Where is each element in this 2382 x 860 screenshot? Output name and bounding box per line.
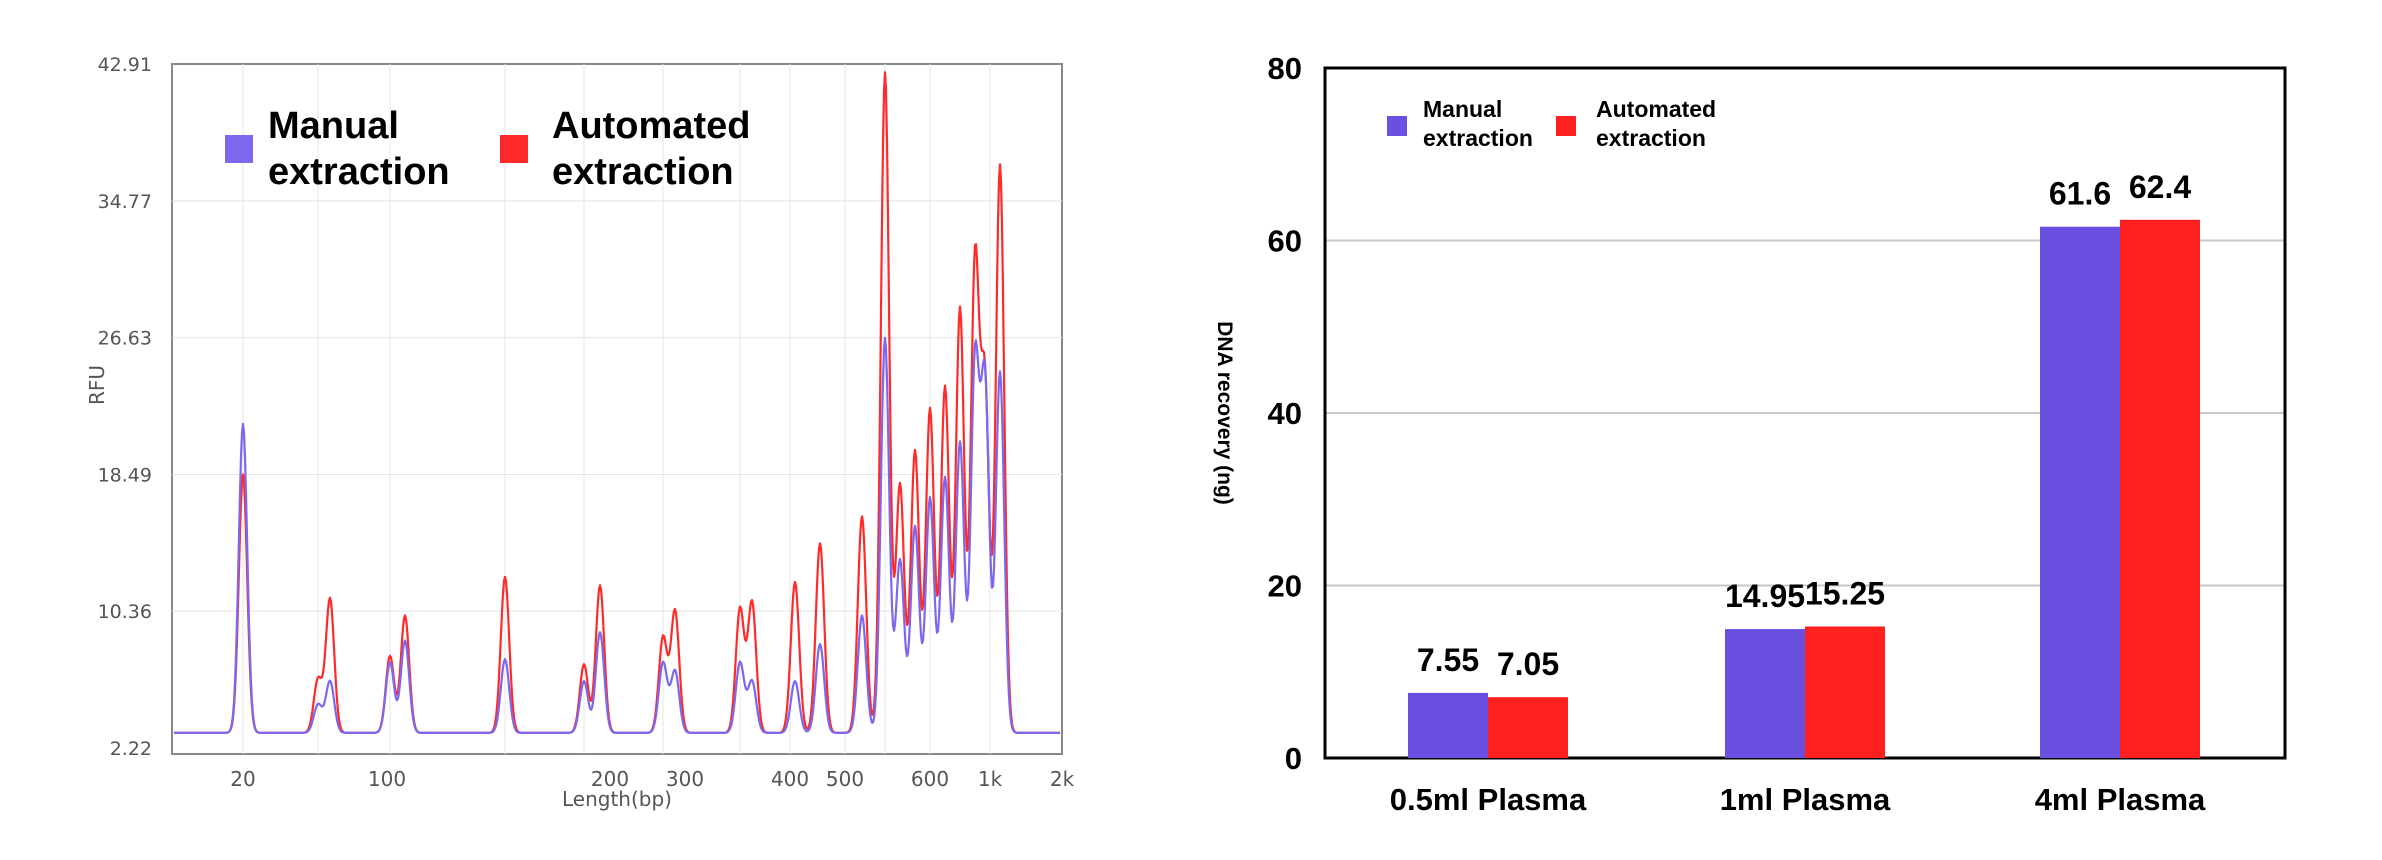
dna-recovery-bar-chart: 80 60 40 20 0 DNA recovery (ng) 7.55 7.05 0.5m… [1213, 51, 2287, 817]
left-x-tick: 500 [826, 767, 864, 791]
left-x-tick: 200 [591, 767, 629, 791]
bar-value-label: 61.6 [2049, 176, 2111, 212]
legend-automated-line1: Automated [1596, 96, 1716, 122]
right-y-tick: 20 [1268, 569, 1302, 604]
category-label: 0.5ml Plasma [1390, 782, 1587, 817]
legend-swatch-manual [225, 135, 253, 163]
left-plot-area [171, 63, 1063, 755]
legend-automated-line2: extraction [552, 151, 734, 193]
left-y-tick: 2.22 [110, 738, 152, 760]
left-y-tick: 18.49 [98, 465, 152, 487]
right-y-tick-labels: 80 60 40 20 0 [1268, 51, 1302, 776]
legend-swatch-automated [1556, 116, 1576, 136]
bar-automated [1488, 697, 1568, 758]
left-y-tick: 42.91 [98, 54, 152, 76]
right-bars: 7.55 7.05 0.5ml Plasma 14.95 15.25 1ml Plasma… [1390, 169, 2206, 817]
right-y-tick: 60 [1268, 224, 1302, 259]
left-y-tick: 34.77 [98, 191, 152, 213]
bar-manual [1408, 692, 1488, 758]
right-legend: Manual extraction Automated extraction [1387, 96, 1716, 151]
bar-manual [2040, 226, 2120, 758]
left-x-tick: 400 [771, 767, 809, 791]
left-x-tick-labels: 20 100 200 300 400 500 600 1k 2k [230, 767, 1074, 791]
legend-automated-line2: extraction [1596, 125, 1706, 151]
left-series-lines [173, 71, 1061, 734]
bar-automated [1805, 626, 1885, 758]
legend-manual-line2: extraction [268, 151, 450, 193]
left-gridlines [172, 64, 1062, 754]
bar-value-label: 62.4 [2129, 169, 2191, 205]
left-y-tick: 10.36 [98, 601, 152, 623]
bar-manual [1725, 629, 1805, 758]
left-x-tick: 20 [230, 767, 255, 791]
bar-value-label: 15.25 [1805, 575, 1885, 611]
electropherogram-chart: 2.22 10.36 18.49 26.63 34.77 42.91 20 100 200 30… [85, 54, 1075, 811]
legend-swatch-automated [500, 135, 528, 163]
series-line-manual [173, 336, 1061, 734]
legend-automated-line1: Automated [552, 105, 750, 147]
right-y-tick: 40 [1268, 396, 1302, 431]
legend-swatch-manual [1387, 116, 1407, 136]
bar-value-label: 14.95 [1725, 578, 1805, 614]
left-y-tick-labels: 2.22 10.36 18.49 26.63 34.77 42.91 [98, 54, 152, 760]
legend-manual-line1: Manual [1423, 96, 1502, 122]
left-x-tick: 1k [978, 767, 1003, 791]
left-x-tick: 300 [666, 767, 704, 791]
category-label: 1ml Plasma [1720, 782, 1891, 817]
left-y-axis-label: RFU [85, 365, 109, 405]
bar-value-label: 7.55 [1417, 642, 1479, 678]
left-x-axis-label: Length(bp) [562, 787, 672, 811]
left-x-tick: 100 [368, 767, 406, 791]
right-y-tick: 0 [1285, 741, 1302, 776]
bar-automated [2120, 219, 2200, 759]
right-y-axis-label: DNA recovery (ng) [1213, 321, 1236, 505]
left-x-tick: 600 [911, 767, 949, 791]
category-label: 4ml Plasma [2035, 782, 2206, 817]
left-x-tick: 2k [1050, 767, 1075, 791]
legend-manual-line1: Manual [268, 105, 399, 147]
left-y-tick: 26.63 [98, 328, 152, 350]
right-y-tick: 80 [1268, 51, 1302, 86]
left-legend: Manual extraction Automated extraction [225, 105, 750, 193]
legend-manual-line2: extraction [1423, 125, 1533, 151]
bar-value-label: 7.05 [1497, 646, 1559, 682]
